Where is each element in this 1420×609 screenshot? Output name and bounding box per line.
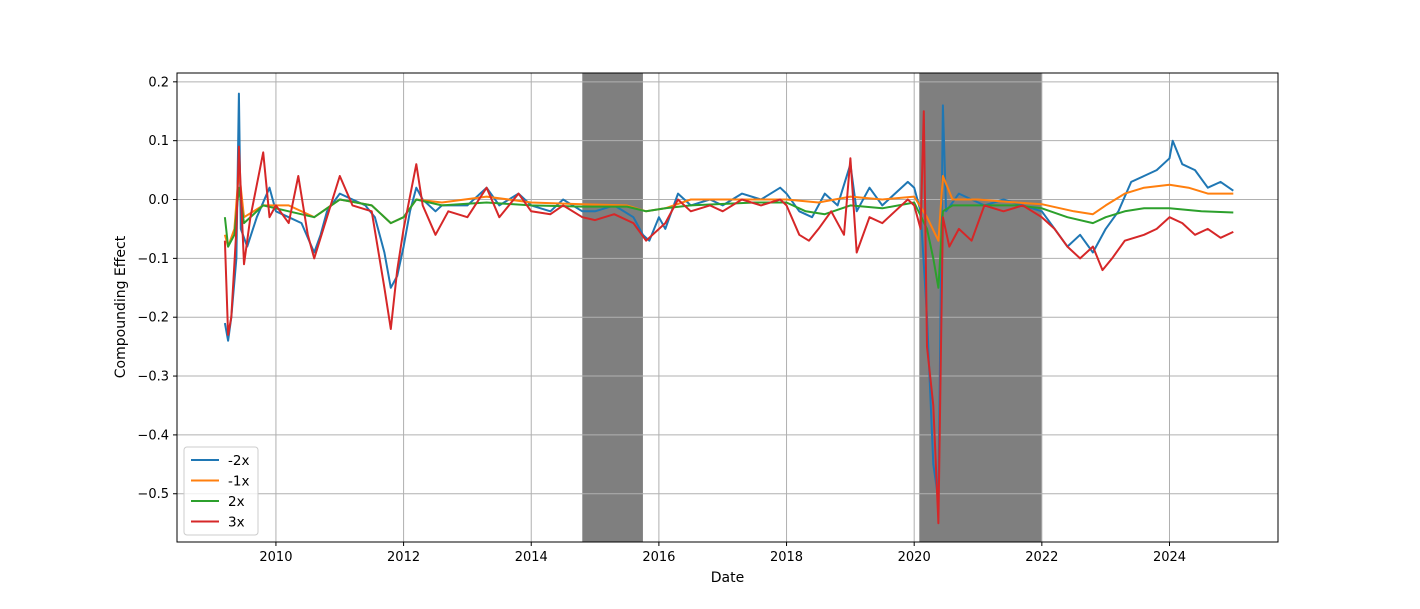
legend-label-3x: 3x <box>228 515 245 531</box>
legend: -2x -1x 2x 3x <box>183 446 259 536</box>
y-tick-label: −0.1 <box>137 252 169 267</box>
x-tick-label: 2020 <box>898 550 931 565</box>
y-tick-label: −0.5 <box>137 487 169 502</box>
plot-frame <box>176 72 1279 543</box>
shaded-region-2 <box>919 73 1042 542</box>
x-axis-ticks: 2010 2012 2014 2016 2018 2020 2022 2024 <box>259 542 1186 565</box>
series-lines <box>223 92 1234 525</box>
x-tick-label: 2012 <box>387 550 420 565</box>
legend-label-2x: 2x <box>228 494 245 510</box>
shaded-region-1 <box>582 73 643 542</box>
y-tick-label: −0.3 <box>137 370 169 385</box>
y-tick-label: −0.2 <box>137 311 169 326</box>
x-tick-label: 2018 <box>770 550 803 565</box>
y-axis-label: Compounding Effect <box>113 235 129 378</box>
y-tick-label: 0.1 <box>148 134 169 149</box>
legend-items: -2x -1x 2x 3x <box>191 453 249 531</box>
plot-area <box>177 73 1278 542</box>
y-tick-label: 0.2 <box>148 75 169 90</box>
y-axis-ticks: 0.2 0.1 0.0 −0.1 −0.2 −0.3 −0.4 −0.5 <box>137 75 177 502</box>
y-tick-label: −0.4 <box>137 428 169 443</box>
series-line-3x <box>223 110 1234 525</box>
x-tick-label: 2016 <box>642 550 675 565</box>
x-tick-label: 2024 <box>1153 550 1186 565</box>
legend-label--1x: -1x <box>228 474 249 490</box>
x-tick-label: 2010 <box>259 550 292 565</box>
legend-box <box>183 446 259 536</box>
gridlines <box>177 73 1278 542</box>
y-tick-label: 0.0 <box>148 193 169 208</box>
x-tick-label: 2014 <box>515 550 548 565</box>
x-axis-label: Date <box>711 570 744 586</box>
legend-label--2x: -2x <box>228 453 249 469</box>
x-tick-label: 2022 <box>1025 550 1058 565</box>
